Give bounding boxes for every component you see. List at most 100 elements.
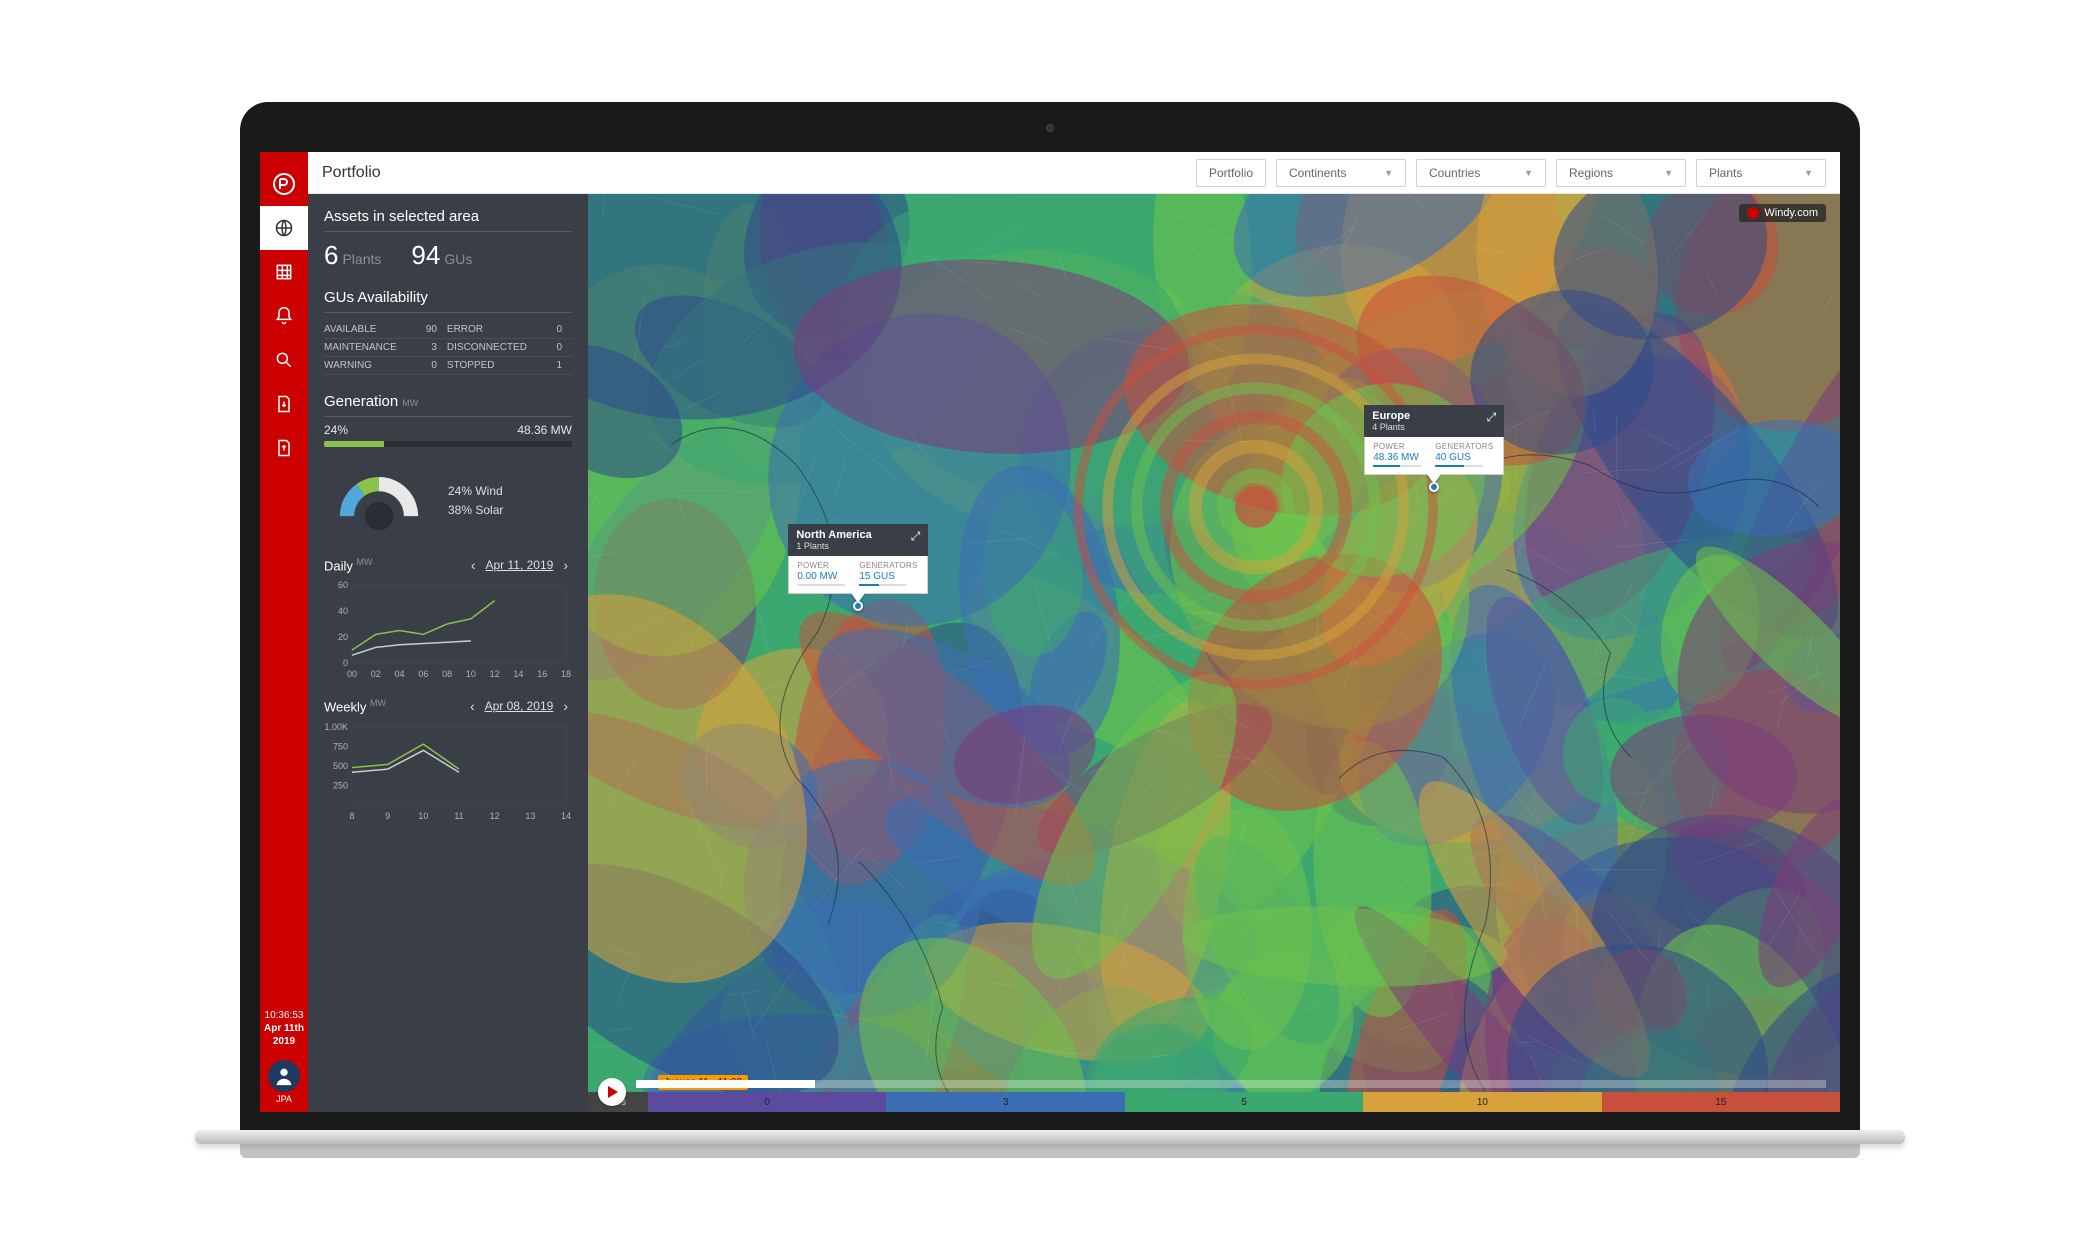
grid-icon[interactable] xyxy=(260,250,308,294)
expand-icon[interactable]: ⤢ xyxy=(911,529,921,544)
tooltip-power: POWER0.00 MW xyxy=(797,561,845,586)
search-icon[interactable] xyxy=(260,338,308,382)
avail-label: WARNING xyxy=(324,357,419,375)
scale-stop: 10 xyxy=(1363,1092,1601,1112)
svg-text:60: 60 xyxy=(338,580,348,590)
svg-text:20: 20 xyxy=(338,632,348,642)
svg-text:500: 500 xyxy=(333,761,348,771)
scale-stop: 0 xyxy=(648,1092,886,1112)
tooltip-sub: 4 Plants xyxy=(1372,422,1410,432)
scale-stop: 5 xyxy=(1125,1092,1363,1112)
weekly-date[interactable]: Apr 08, 2019 xyxy=(485,699,554,713)
windy-label: Windy.com xyxy=(1764,207,1818,219)
rail-date-1: Apr 11th xyxy=(264,1022,304,1035)
countries-select[interactable]: Countries▼ xyxy=(1416,159,1546,187)
tooltip-generators: GENERATORS15 GUS xyxy=(859,561,917,586)
tooltip-sub: 1 Plants xyxy=(796,541,871,551)
svg-text:14: 14 xyxy=(513,669,523,679)
continents-select[interactable]: Continents ▼ xyxy=(1276,159,1406,187)
bell-icon[interactable] xyxy=(260,294,308,338)
weekly-prev-button[interactable]: ‹ xyxy=(466,698,479,714)
svg-text:750: 750 xyxy=(333,741,348,751)
weekly-nav: ‹ Apr 08, 2019 › xyxy=(466,698,572,714)
chevron-down-icon: ▼ xyxy=(1384,168,1393,178)
generation-heading: Generation MW xyxy=(324,393,572,417)
gus-count: 94 xyxy=(411,240,440,270)
tooltip-pin-icon xyxy=(1427,474,1441,484)
logo-icon[interactable] xyxy=(260,162,308,206)
gus-count-label: GUs xyxy=(444,251,472,267)
avail-value: 0 xyxy=(552,321,572,339)
plants-count-label: Plants xyxy=(342,251,381,267)
continents-label: Continents xyxy=(1289,166,1346,180)
weekly-next-button[interactable]: › xyxy=(559,698,572,714)
portfolio-button[interactable]: Portfolio xyxy=(1196,159,1266,187)
laptop-base xyxy=(240,1132,1860,1158)
page-title: Portfolio xyxy=(322,164,381,182)
rail-date-2: 2019 xyxy=(264,1035,304,1048)
weekly-unit: MW xyxy=(370,698,386,708)
map-play-button[interactable] xyxy=(598,1078,626,1106)
map[interactable]: Windy.com North America 1 Plants ⤢ POWER… xyxy=(588,194,1840,1112)
daily-next-button[interactable]: › xyxy=(559,557,572,573)
generation-values: 24% 48.36 MW xyxy=(324,423,572,437)
svg-text:06: 06 xyxy=(418,669,428,679)
generation-bar-fill xyxy=(324,441,384,447)
plants-select[interactable]: Plants▼ xyxy=(1696,159,1826,187)
availability-table: AVAILABLE90ERROR0MAINTENANCE3DISCONNECTE… xyxy=(324,321,572,375)
svg-text:10: 10 xyxy=(418,811,428,821)
map-tooltip-europe[interactable]: Europe 4 Plants ⤢ POWER48.36 MW GENERATO… xyxy=(1364,405,1504,492)
tooltip-generators: GENERATORS40 GUS xyxy=(1435,442,1493,467)
daily-prev-button[interactable]: ‹ xyxy=(467,557,480,573)
svg-text:0: 0 xyxy=(343,658,348,668)
map-tooltip-north-america[interactable]: North America 1 Plants ⤢ POWER0.00 MW GE… xyxy=(788,524,928,611)
avail-label: AVAILABLE xyxy=(324,321,419,339)
plants-label: Plants xyxy=(1709,166,1742,180)
weekly-title-text: Weekly xyxy=(324,700,366,715)
regions-select[interactable]: Regions▼ xyxy=(1556,159,1686,187)
download-file-icon[interactable] xyxy=(260,382,308,426)
svg-text:40: 40 xyxy=(338,606,348,616)
svg-text:12: 12 xyxy=(490,811,500,821)
svg-text:14: 14 xyxy=(561,811,571,821)
svg-text:16: 16 xyxy=(537,669,547,679)
svg-text:00: 00 xyxy=(347,669,357,679)
generation-gauge xyxy=(324,461,434,541)
svg-text:18: 18 xyxy=(561,669,571,679)
globe-icon[interactable] xyxy=(260,206,308,250)
generation-legend-item: 24% Wind xyxy=(448,482,503,501)
map-color-scale: m/s0351015 xyxy=(588,1092,1840,1112)
assets-heading: Assets in selected area xyxy=(324,208,572,232)
avail-label: STOPPED xyxy=(447,357,552,375)
avail-value: 1 xyxy=(552,357,572,375)
svg-text:1.00K: 1.00K xyxy=(324,722,348,732)
tooltip-power: POWER48.36 MW xyxy=(1373,442,1421,467)
portfolio-button-label: Portfolio xyxy=(1209,166,1253,180)
plants-stat: 6Plants xyxy=(324,240,381,271)
svg-text:11: 11 xyxy=(454,811,463,821)
generation-title: Generation xyxy=(324,393,398,410)
daily-title: Daily MW xyxy=(324,557,373,573)
generation-value: 48.36 MW xyxy=(517,423,572,437)
daily-date[interactable]: Apr 11, 2019 xyxy=(486,558,554,572)
rail-time: 10:36:53 xyxy=(264,1009,304,1022)
chevron-down-icon: ▼ xyxy=(1524,168,1533,178)
screen: 10:36:53 Apr 11th 2019 JPA Portfolio Por… xyxy=(260,152,1840,1112)
avail-value: 0 xyxy=(552,339,572,357)
tooltip-body: POWER48.36 MW GENERATORS40 GUS xyxy=(1364,437,1504,475)
regions-label: Regions xyxy=(1569,166,1613,180)
laptop-frame: 10:36:53 Apr 11th 2019 JPA Portfolio Por… xyxy=(240,102,1860,1158)
avatar[interactable] xyxy=(268,1060,300,1092)
daily-title-text: Daily xyxy=(324,558,353,573)
tooltip-title: Europe xyxy=(1372,410,1410,422)
app-root: 10:36:53 Apr 11th 2019 JPA Portfolio Por… xyxy=(260,152,1840,1112)
map-timeline[interactable] xyxy=(636,1080,1826,1088)
generation-legend-item: 38% Solar xyxy=(448,501,503,520)
expand-icon[interactable]: ⤢ xyxy=(1487,410,1497,425)
svg-text:9: 9 xyxy=(385,811,390,821)
topbar: Portfolio Portfolio Continents ▼ Countrie… xyxy=(308,152,1840,194)
svg-text:250: 250 xyxy=(333,780,348,790)
gus-stat: 94GUs xyxy=(411,240,472,271)
upload-file-icon[interactable] xyxy=(260,426,308,470)
main-column: Portfolio Portfolio Continents ▼ Countrie… xyxy=(308,152,1840,1112)
